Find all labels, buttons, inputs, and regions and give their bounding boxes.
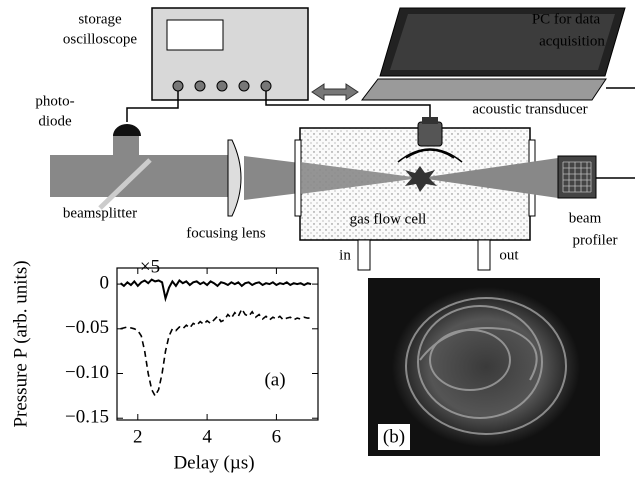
x-tick-label: 6 bbox=[272, 426, 282, 447]
inlet bbox=[357, 239, 371, 271]
laser-beam bbox=[50, 155, 236, 197]
y-tick-label: −0.05 bbox=[65, 317, 109, 338]
label: gas flow cell bbox=[350, 211, 427, 227]
label: diode bbox=[38, 113, 72, 129]
beamsplitter bbox=[98, 158, 152, 210]
label: focusing lens bbox=[186, 225, 266, 241]
transducer-cap bbox=[422, 117, 438, 124]
laptop-display bbox=[390, 14, 615, 70]
label: beam bbox=[569, 210, 602, 226]
double-arrow bbox=[311, 83, 359, 101]
photodiode bbox=[113, 124, 141, 136]
wire bbox=[265, 91, 431, 118]
acoustic-waves bbox=[397, 148, 463, 163]
label: out bbox=[499, 247, 519, 263]
x-tick-label: 4 bbox=[202, 426, 212, 447]
focused-beam bbox=[300, 162, 420, 194]
label: PC for data bbox=[532, 11, 601, 27]
knobs bbox=[172, 80, 272, 92]
beam-spot bbox=[392, 287, 580, 447]
label-box bbox=[378, 424, 410, 450]
label: profiler bbox=[573, 232, 618, 248]
data-line bbox=[120, 307, 312, 398]
label: acoustic transducer bbox=[472, 101, 587, 117]
label: oscilloscope bbox=[63, 31, 137, 47]
ring-pattern bbox=[405, 297, 567, 435]
oscilloscope-screen bbox=[166, 19, 224, 51]
profiler-grid bbox=[562, 161, 592, 193]
outlet bbox=[477, 239, 491, 271]
wire bbox=[126, 91, 179, 122]
x-axis-label: Delay (µs) bbox=[173, 452, 254, 473]
label: in bbox=[339, 247, 351, 263]
data-line bbox=[119, 278, 312, 303]
y-tick-label: 0 bbox=[100, 272, 110, 293]
panel-label: (b) bbox=[383, 426, 405, 447]
label: storage bbox=[78, 11, 122, 27]
focusing-lens bbox=[227, 139, 242, 217]
x-tick-label: 2 bbox=[133, 426, 143, 447]
label: beamsplitter bbox=[63, 205, 137, 221]
label: photo- bbox=[35, 93, 74, 109]
beam-profiler bbox=[557, 155, 597, 199]
panel-label: (a) bbox=[264, 369, 285, 390]
label: acquisition bbox=[539, 33, 605, 49]
y-tick-label: −0.15 bbox=[65, 407, 109, 428]
annotation: ×5 bbox=[140, 256, 160, 277]
transducer bbox=[417, 121, 443, 147]
y-tick-label: −0.10 bbox=[65, 362, 109, 383]
y-axis-label: Pressure P (arb. units) bbox=[10, 260, 31, 427]
diverging-beam bbox=[420, 158, 558, 198]
plot-frame bbox=[116, 267, 319, 421]
spark bbox=[405, 166, 437, 192]
laptop-base bbox=[360, 78, 607, 101]
